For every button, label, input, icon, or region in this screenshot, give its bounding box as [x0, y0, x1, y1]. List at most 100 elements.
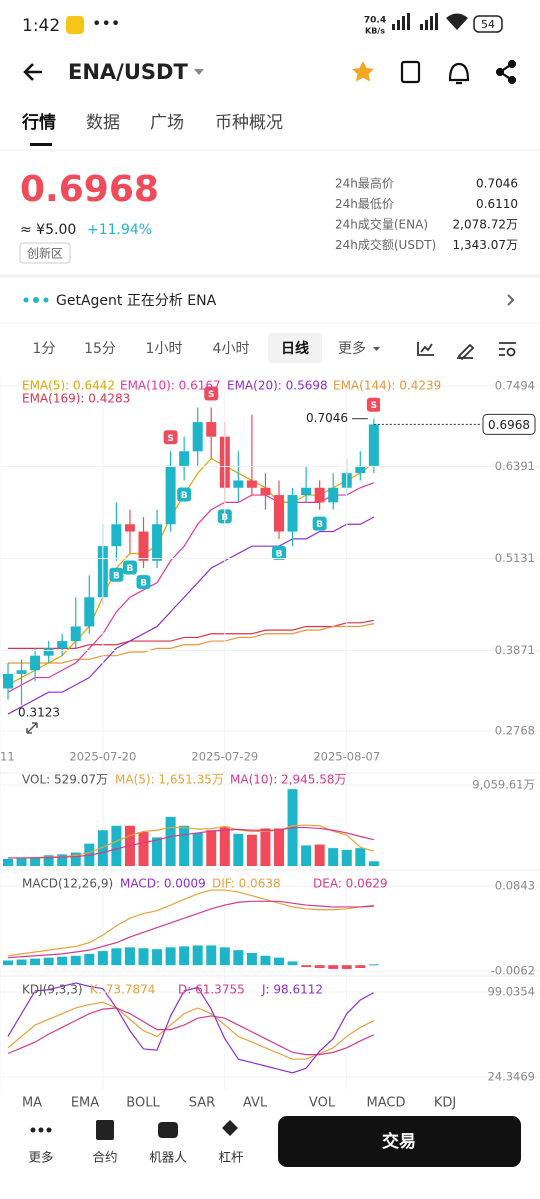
signal-icons — [392, 13, 468, 30]
notes-icon[interactable] — [400, 60, 421, 84]
signal-badge — [272, 545, 286, 560]
battery — [473, 15, 503, 33]
legend-item: KDJ(9,3,3) — [22, 983, 83, 997]
legend-item: MACD: 0.0009 — [120, 877, 206, 891]
stat-label: 24h最高价 — [335, 176, 394, 191]
candle-body — [57, 641, 68, 649]
macd-bar — [16, 959, 27, 966]
indicator-tab[interactable]: BOLL — [126, 1096, 160, 1111]
interval[interactable]: 日线 — [281, 340, 309, 357]
dots: ••• — [92, 14, 120, 33]
nav-label[interactable]: 杠杆 — [218, 1150, 244, 1165]
interval[interactable]: 1分 — [33, 341, 56, 357]
dropdown-arrow[interactable] — [373, 347, 380, 351]
y-tick-label: 0.6391 — [495, 459, 535, 473]
legend-item: D: 61.3755 — [178, 983, 245, 997]
interval[interactable]: 15分 — [84, 341, 116, 357]
interval-active — [268, 333, 322, 363]
legend-item: J: 98.6112 — [261, 983, 323, 997]
macd-bar — [179, 946, 190, 966]
macd-bar — [328, 965, 339, 969]
fiat-price: ≈ ¥5.00 — [20, 222, 76, 238]
indicator-tab[interactable]: MA — [22, 1096, 42, 1111]
volume-bar — [30, 857, 41, 866]
indicator-tab[interactable]: SAR — [189, 1096, 215, 1111]
net-unit: KB/s — [365, 27, 385, 36]
volume-bar — [219, 826, 230, 866]
tab[interactable]: 行情 — [21, 112, 56, 133]
macd-bar — [274, 957, 284, 966]
candle-body — [233, 480, 244, 488]
y-tick-label: 99.0354 — [487, 985, 535, 999]
y-tick-label: -0.0062 — [491, 964, 535, 978]
macd-bar — [314, 965, 325, 968]
high-label: 0.7046 — [306, 411, 348, 425]
macd-bar — [355, 965, 366, 968]
macd-bar — [70, 955, 81, 966]
indicator-tab[interactable]: KDJ — [434, 1096, 456, 1111]
kdj-line — [7, 1001, 375, 1060]
interval[interactable]: 1小时 — [146, 341, 183, 357]
indicator-tab[interactable]: MACD — [367, 1096, 406, 1111]
candle-body — [165, 465, 176, 525]
volume-bar — [111, 825, 122, 866]
y-tick-label: 0.7494 — [495, 379, 535, 393]
nav-label[interactable]: 合约 — [92, 1150, 117, 1165]
back-button[interactable] — [23, 63, 42, 81]
indicator-tab[interactable]: VOL — [309, 1096, 336, 1111]
tab[interactable]: 数据 — [86, 113, 120, 133]
macd-line — [7, 889, 374, 957]
chevron[interactable] — [507, 294, 515, 306]
signal-label: B — [140, 579, 147, 589]
macd-bar — [368, 964, 379, 966]
signal-badge — [109, 567, 124, 582]
trade-button-label[interactable]: 交易 — [382, 1131, 416, 1152]
candle-body — [246, 480, 257, 488]
stat-value: 0.6110 — [476, 197, 518, 211]
volume-bar — [260, 828, 271, 866]
legend-item: EMA(144): 0.4239 — [333, 379, 441, 393]
legend-item: K: 73.7874 — [90, 983, 155, 997]
dropdown-arrow[interactable] — [194, 69, 204, 75]
candle-body — [314, 487, 325, 503]
stat-label: 24h最低价 — [335, 197, 394, 211]
favorite-icon[interactable] — [352, 61, 374, 82]
nav-label[interactable]: 更多 — [28, 1150, 53, 1165]
expand-icon[interactable] — [26, 722, 38, 734]
signal-label: S — [371, 401, 377, 411]
chart-tools[interactable] — [417, 342, 516, 361]
pair-title[interactable]: ENA/USDT — [68, 60, 188, 84]
tab-indicator — [30, 143, 52, 146]
volume-bar — [274, 828, 284, 866]
macd-bar — [84, 953, 95, 966]
tab[interactable]: 广场 — [150, 113, 184, 133]
interval[interactable]: 4小时 — [213, 341, 250, 357]
volume-bar — [16, 857, 27, 866]
volume-bar — [138, 832, 149, 866]
tab[interactable]: 币种概况 — [215, 113, 283, 133]
stat-label: 24h成交量(ENA) — [335, 217, 428, 232]
signal-badge — [136, 575, 151, 590]
kdj-line — [7, 982, 375, 1074]
share-icon[interactable] — [495, 59, 517, 85]
legend-item: MACD(12,26,9) — [22, 877, 113, 891]
legend-item: EMA(10): 0.6167 — [120, 379, 221, 393]
last-price-label: 0.6968 — [488, 418, 530, 432]
indicator-tab[interactable]: EMA — [71, 1096, 99, 1111]
indicator-tab[interactable]: AVL — [243, 1096, 268, 1111]
volume-bar — [206, 830, 217, 866]
last-price: 0.6968 — [20, 169, 159, 210]
alert-icon[interactable] — [448, 62, 470, 85]
candle-body — [124, 524, 135, 532]
volume-ma-line — [8, 826, 374, 859]
legend-item: DIF: 0.0638 — [212, 877, 281, 891]
trade-button[interactable] — [278, 1116, 521, 1167]
macd-bar — [3, 960, 13, 966]
volume-bar — [3, 858, 13, 866]
battery-level: 54 — [481, 18, 495, 31]
agent-status[interactable]: GetAgent 正在分析 ENA — [56, 293, 217, 309]
nav-label[interactable]: 机器人 — [149, 1150, 187, 1165]
interval[interactable]: 更多 — [338, 340, 366, 357]
macd-bar — [301, 965, 312, 968]
